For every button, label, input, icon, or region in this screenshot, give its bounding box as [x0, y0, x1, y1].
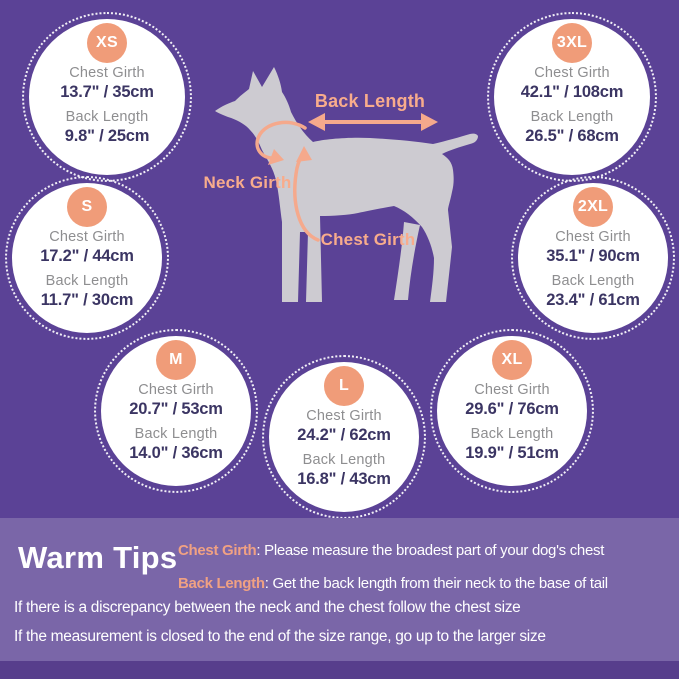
xs-chest-girth-label: Chest Girth	[69, 65, 145, 81]
size-badge: 2XL	[573, 187, 613, 227]
3xl-chest-girth-value: 42.1" / 108cm	[520, 83, 624, 101]
chest-girth-tip-term: Chest Girth	[178, 542, 257, 559]
l-badge-label: L	[338, 377, 350, 394]
2xl-badge-label: 2XL	[577, 198, 609, 215]
chest-girth-tip: Chest Girth: Please measure the broadest…	[178, 542, 604, 559]
m-badge-label: M	[169, 351, 183, 368]
s-chest-girth-label: Chest Girth	[49, 229, 125, 245]
bottom-strip	[0, 661, 679, 679]
size-circle-3xl: 3XL Chest Girth 42.1" / 108cm Back Lengt…	[487, 12, 657, 182]
m-back-length-label: Back Length	[134, 426, 218, 442]
dog-silhouette-diagram	[215, 67, 478, 302]
xs-back-length-value: 9.8" / 25cm	[64, 127, 150, 145]
l-back-length-value: 16.8" / 43cm	[297, 470, 391, 488]
m-chest-girth-value: 20.7" / 53cm	[129, 400, 223, 418]
size-range-note: If the measurement is closed to the end …	[14, 628, 546, 645]
back-length-tip: Back Length: Get the back length from th…	[178, 575, 608, 592]
size-badge: XS	[87, 23, 127, 63]
s-chest-girth-value: 17.2" / 44cm	[40, 247, 134, 265]
back-length-tip-term: Back Length	[178, 575, 265, 592]
s-badge-label: S	[81, 198, 93, 215]
chest-girth-annotation: Chest Girth	[320, 230, 416, 249]
xl-badge-label: XL	[501, 351, 523, 368]
size-circle-l: L Chest Girth 24.2" / 62cm Back Length 1…	[262, 355, 426, 519]
chest-girth-tip-text: : Please measure the broadest part of yo…	[256, 542, 605, 559]
warm-tips-title: Warm Tips	[18, 540, 178, 575]
xs-chest-girth-value: 13.7" / 35cm	[60, 83, 154, 101]
neck-girth-arrowhead	[268, 149, 284, 165]
3xl-back-length-value: 26.5" / 68cm	[525, 127, 619, 145]
m-chest-girth-label: Chest Girth	[138, 382, 214, 398]
back-length-tip-text: : Get the back length from their neck to…	[264, 575, 608, 592]
size-circle-s: S Chest Girth 17.2" / 44cm Back Length 1…	[5, 176, 169, 340]
s-back-length-value: 11.7" / 30cm	[40, 291, 134, 309]
xs-badge-label: XS	[96, 34, 118, 51]
xl-chest-girth-label: Chest Girth	[474, 382, 550, 398]
size-circle-xl: XL Chest Girth 29.6" / 76cm Back Length …	[430, 329, 594, 493]
xl-back-length-value: 19.9" / 51cm	[465, 444, 559, 462]
2xl-chest-girth-value: 35.1" / 90cm	[546, 247, 640, 265]
back-length-arrow	[308, 113, 438, 131]
neck-girth-arrow	[255, 120, 307, 160]
3xl-badge-label: 3XL	[556, 34, 588, 51]
size-circle-2xl: 2XL Chest Girth 35.1" / 90cm Back Length…	[511, 176, 675, 340]
size-badge: XL	[492, 340, 532, 380]
2xl-back-length-value: 23.4" / 61cm	[546, 291, 640, 309]
m-back-length-value: 14.0" / 36cm	[129, 444, 223, 462]
size-badge: S	[67, 187, 107, 227]
size-badge: M	[156, 340, 196, 380]
3xl-chest-girth-label: Chest Girth	[534, 65, 610, 81]
size-circle-xs: XS Chest Girth 13.7" / 35cm Back Length …	[22, 12, 192, 182]
s-back-length-label: Back Length	[45, 273, 129, 289]
xs-back-length-label: Back Length	[65, 109, 149, 125]
xl-chest-girth-value: 29.6" / 76cm	[465, 400, 559, 418]
3xl-back-length-label: Back Length	[530, 109, 614, 125]
chest-girth-arrowhead	[296, 146, 312, 162]
back-length-annotation: Back Length	[314, 91, 426, 111]
xl-back-length-label: Back Length	[470, 426, 554, 442]
dog-silhouette	[215, 67, 478, 302]
discrepancy-note: If there is a discrepancy between the ne…	[14, 599, 521, 616]
l-chest-girth-label: Chest Girth	[306, 408, 382, 424]
dog-far-hind-leg	[394, 222, 420, 300]
2xl-chest-girth-label: Chest Girth	[555, 229, 631, 245]
l-chest-girth-value: 24.2" / 62cm	[297, 426, 391, 444]
size-badge: 3XL	[552, 23, 592, 63]
warm-tips-section: Warm Tips Chest Girth: Please measure th…	[0, 518, 679, 661]
size-badge: L	[324, 366, 364, 406]
neck-girth-annotation: Neck Girth	[203, 173, 292, 192]
size-circle-m: M Chest Girth 20.7" / 53cm Back Length 1…	[94, 329, 258, 493]
l-back-length-label: Back Length	[302, 452, 386, 468]
2xl-back-length-label: Back Length	[551, 273, 635, 289]
